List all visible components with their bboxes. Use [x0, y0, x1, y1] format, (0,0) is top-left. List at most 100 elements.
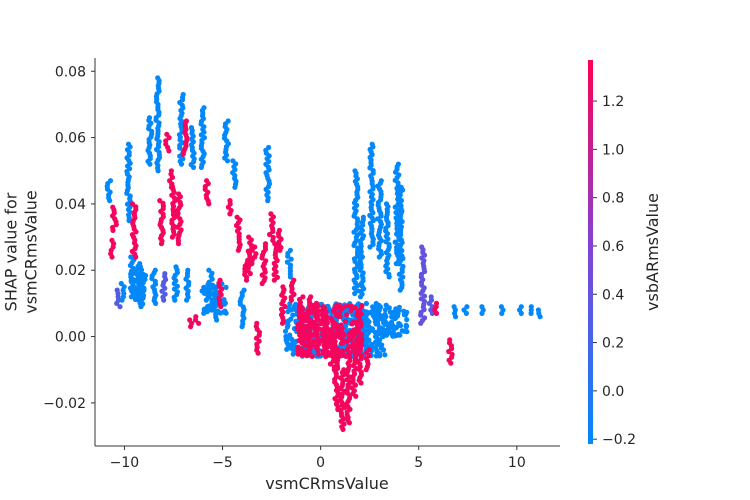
data-point	[535, 307, 542, 313]
data-point	[382, 307, 388, 313]
colorbar-tick-label: 1.2	[602, 94, 624, 110]
data-point	[268, 211, 274, 217]
data-point	[342, 319, 348, 325]
data-point	[383, 314, 389, 320]
data-point	[399, 328, 405, 334]
y-axis-ticks: −0.02 0.00 0.02 0.04 0.06 0.08	[43, 64, 95, 412]
data-point	[354, 312, 360, 318]
data-point	[344, 312, 350, 318]
data-point	[334, 329, 340, 335]
data-point	[225, 118, 231, 124]
y-tick-label: 0.02	[55, 263, 86, 279]
x-tick-label: 5	[414, 455, 423, 471]
colorbar	[588, 60, 593, 444]
data-point	[329, 327, 335, 333]
data-point	[374, 319, 380, 325]
data-point	[366, 347, 372, 353]
colorbar-tick-label: 1.0	[602, 142, 624, 158]
data-point	[206, 267, 212, 273]
data-point	[396, 321, 402, 327]
data-point	[528, 304, 534, 310]
y-tick-label: 0.04	[55, 197, 86, 213]
data-point	[306, 347, 312, 353]
data-point	[290, 312, 296, 318]
data-point	[227, 198, 233, 204]
data-point	[295, 344, 301, 350]
data-point	[204, 178, 210, 184]
colorbar-label: vsbARmsValue	[643, 193, 662, 311]
data-point	[193, 314, 199, 320]
data-point	[386, 305, 392, 311]
data-point	[217, 310, 224, 316]
data-point	[223, 284, 229, 290]
x-tick-label: 0	[316, 455, 325, 471]
y-axis-label-line: SHAP value for	[1, 192, 20, 311]
data-point	[341, 331, 347, 338]
data-point	[221, 297, 227, 303]
data-point	[118, 280, 124, 287]
data-point	[201, 105, 207, 111]
data-point	[176, 191, 182, 197]
data-point	[362, 309, 369, 315]
data-point	[339, 325, 345, 331]
data-point	[280, 284, 286, 290]
data-point	[372, 329, 378, 336]
data-point	[234, 214, 240, 220]
colorbar-tick-label: 0.0	[602, 384, 624, 400]
data-point	[187, 317, 193, 323]
x-axis-label: vsmCRmsValue	[265, 474, 389, 493]
data-point	[316, 351, 322, 357]
data-point	[464, 304, 470, 310]
data-point	[352, 168, 358, 174]
data-point	[320, 320, 326, 326]
data-point	[404, 317, 410, 323]
data-point	[447, 337, 453, 343]
data-point	[282, 328, 289, 334]
data-point	[293, 301, 299, 307]
data-point	[241, 287, 247, 293]
data-point	[351, 340, 357, 346]
data-point	[378, 331, 385, 338]
data-point	[306, 352, 313, 358]
colorbar-ticks: −0.2 0.0 0.2 0.4 0.6 0.8 1.0 1.2	[593, 94, 636, 448]
colorbar-tick-label: 0.2	[602, 336, 624, 352]
data-point	[355, 245, 361, 251]
data-point	[339, 340, 345, 346]
data-point	[312, 319, 318, 326]
data-point	[125, 141, 132, 147]
data-point	[400, 263, 406, 269]
data-point	[107, 178, 114, 184]
data-point	[383, 201, 390, 207]
data-point	[168, 168, 174, 174]
data-point	[202, 290, 208, 296]
data-point	[363, 300, 369, 307]
data-point	[518, 304, 524, 310]
data-point	[370, 308, 377, 314]
data-point	[300, 294, 306, 300]
y-tick-label: 0.08	[55, 64, 86, 80]
data-point	[479, 304, 485, 310]
data-point	[114, 287, 120, 293]
x-tick-label: −5	[212, 455, 233, 471]
data-point	[363, 338, 369, 344]
data-point	[185, 267, 191, 273]
data-point	[352, 305, 358, 311]
data-point	[252, 244, 258, 250]
data-point	[297, 350, 303, 356]
data-point	[146, 115, 153, 121]
data-point	[188, 125, 195, 131]
data-point	[332, 343, 338, 350]
data-point	[201, 306, 207, 312]
data-point	[320, 304, 326, 310]
data-point	[270, 234, 276, 240]
data-point	[110, 224, 116, 231]
data-point	[217, 277, 223, 283]
data-point	[109, 237, 115, 243]
data-point	[284, 346, 290, 352]
data-point	[348, 307, 354, 313]
data-point	[129, 232, 135, 238]
data-point	[395, 161, 401, 167]
data-point	[373, 300, 379, 307]
